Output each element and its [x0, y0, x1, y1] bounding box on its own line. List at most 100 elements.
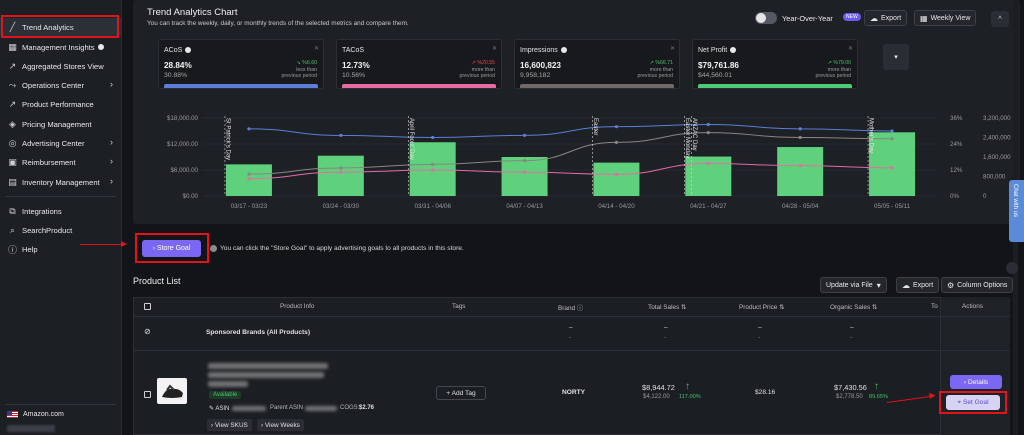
store-goal-button[interactable]: › Store Goal	[142, 240, 201, 257]
yoy-toggle[interactable]	[755, 12, 777, 24]
point-acos	[522, 133, 527, 137]
sidebar-item-aggregated-stores[interactable]: ↗ Aggregated Stores View	[0, 57, 122, 75]
sponsored-price-dash-sub: -	[758, 334, 761, 341]
metric-delta-value: ↘ %6.60	[296, 60, 318, 66]
col-product-price[interactable]: Product Price ⇅	[739, 303, 785, 311]
point-impressions	[890, 137, 894, 141]
stores-icon: ↗	[8, 60, 17, 71]
main-area: Trend Analytics Chart You can track the …	[122, 0, 1024, 435]
metric-delta-note: more than	[649, 66, 673, 73]
y-right-tick-label: 3,200,000	[983, 115, 1011, 122]
col-total-sales[interactable]: Total Sales ⇅	[648, 303, 686, 311]
sidebar-item-management-insights[interactable]: ▦ Management Insights	[0, 38, 122, 56]
eye-slash-icon[interactable]: ⊘	[144, 327, 151, 336]
store-selector[interactable]: Amazon.com	[7, 411, 64, 418]
col-organic-sales[interactable]: Organic Sales ⇅	[830, 303, 877, 311]
metric-previous: 9,958,182	[520, 72, 551, 79]
col-brand[interactable]: Brand ⓘ	[558, 303, 583, 312]
sponsored-organic-dash-sub: -	[850, 334, 853, 341]
sidebar-item-advertising-center[interactable]: ◎ Advertising Center ›	[0, 134, 122, 152]
sidebar-item-operations-center[interactable]: ⤳ Operations Center ›	[0, 76, 122, 94]
sidebar-item-help[interactable]: ⓘ Help	[0, 240, 122, 258]
metric-color-bar	[164, 84, 318, 88]
set-goal-button[interactable]: ⌖ Set Goal	[946, 395, 1000, 410]
close-icon[interactable]: ✕	[491, 46, 497, 52]
metric-color-bar	[698, 84, 852, 88]
sidebar-item-reimbursement[interactable]: ▣ Reimbursement ›	[0, 153, 122, 171]
metric-delta-value: ↗ %66.71	[649, 60, 673, 66]
view-weeks-button[interactable]: › View Weeks	[257, 419, 304, 431]
select-all-checkbox[interactable]	[144, 303, 151, 310]
annotation-arrow-store-goal	[80, 241, 127, 247]
column-options-button[interactable]: ⚙ Column Options	[941, 277, 1014, 293]
event-label: Easter Monday	[684, 118, 690, 158]
product-title-redacted[interactable]	[208, 363, 328, 369]
chat-tab[interactable]: Chat with us	[1009, 180, 1024, 242]
metric-delta-value: ↗ %79.00	[827, 60, 851, 66]
x-tick-label: 04/21 - 04/27	[690, 203, 727, 210]
info-icon	[730, 47, 737, 53]
weekly-view-button[interactable]: ▦ Weekly View	[914, 10, 977, 26]
metric-card-net-profit[interactable]: Net Profit ✕ $79,761.86 $44,560.01 ↗ %79…	[692, 39, 858, 89]
metric-name: ACoS	[164, 47, 192, 54]
chat-label: Chat with us	[1012, 184, 1018, 218]
product-thumbnail[interactable]	[157, 378, 187, 404]
sidebar-item-product-performance[interactable]: ↗ Product Performance	[0, 95, 122, 113]
metric-delta: ↘ %6.60 less than previous period	[282, 60, 317, 80]
metric-card-acos[interactable]: ACoS ✕ 28.84% 30.88% ↘ %6.60 less than pre…	[158, 39, 324, 89]
cloud-icon: ☁	[902, 280, 910, 290]
view-skus-button[interactable]: › View SKUS	[207, 419, 252, 431]
store-goal-help-text: You can click the "Store Goal" to apply …	[220, 245, 464, 252]
close-icon[interactable]: ✕	[669, 46, 675, 52]
update-via-file-button[interactable]: Update via File ▾	[820, 277, 887, 293]
point-acos	[798, 127, 802, 131]
sponsored-price-dash: –	[758, 324, 762, 331]
col-product-price-label: Product Price	[739, 304, 778, 311]
y-left-tick-label: $18,000.00	[167, 115, 199, 122]
metric-card-impressions[interactable]: Impressions ✕ 16,600,823 9,958,182 ↗ %66…	[514, 39, 680, 89]
x-tick-label: 05/05 - 05/11	[874, 203, 911, 210]
sidebar-item-search-product[interactable]: ⌕ SearchProduct	[0, 221, 122, 239]
sidebar-item-trend-analytics[interactable]: ╱ Trend Analytics	[0, 18, 122, 36]
sidebar-item-integrations[interactable]: ⧉ Integrations	[0, 202, 122, 220]
point-impressions	[522, 159, 527, 163]
col-tags[interactable]: Tags	[452, 303, 466, 310]
export-products-button[interactable]: ☁ Export	[896, 277, 940, 293]
yoy-label: Year-Over-Year	[782, 14, 833, 23]
chevron-right-icon: ›	[110, 176, 113, 186]
point-tacos	[706, 161, 710, 166]
chevron-icon: ›	[963, 378, 968, 386]
store-label: Amazon.com	[23, 411, 64, 418]
chart-subtitle: You can track the weekly, daily, or mont…	[147, 20, 409, 27]
collapse-button[interactable]: ^	[991, 11, 1009, 27]
metric-dropdown-button[interactable]: ▾	[883, 44, 909, 70]
export-chart-button[interactable]: ☁ Export	[864, 10, 908, 26]
asin-redacted	[232, 406, 266, 411]
row-checkbox[interactable]	[144, 391, 151, 398]
header-divider	[133, 316, 1010, 317]
close-icon[interactable]: ✕	[313, 46, 319, 52]
close-icon[interactable]: ✕	[847, 46, 853, 52]
metric-name: Net Profit	[698, 47, 737, 54]
details-label: Details	[967, 378, 989, 386]
col-truncated[interactable]: To	[931, 303, 938, 310]
sidebar-item-label: SearchProduct	[22, 225, 73, 235]
sidebar-item-inventory-management[interactable]: ▤ Inventory Management ›	[0, 173, 122, 191]
chat-bubble-icon[interactable]	[1006, 262, 1018, 274]
x-tick-label: 04/28 - 05/04	[782, 203, 819, 210]
details-button[interactable]: › Details	[950, 375, 1002, 389]
point-impressions	[247, 172, 251, 176]
edit-icon[interactable]: ✎	[209, 406, 215, 412]
add-tag-button[interactable]: + Add Tag	[436, 386, 486, 400]
line-tacos	[248, 162, 893, 180]
sidebar-item-pricing-management[interactable]: ◈ Pricing Management	[0, 115, 122, 133]
col-product-info[interactable]: Product Info	[280, 303, 315, 310]
col-organic-sales-label: Organic Sales	[830, 304, 871, 311]
metric-previous: 10.56%	[342, 72, 366, 79]
weekly-view-label: Weekly View	[930, 14, 971, 22]
store-goal-label: Store Goal	[156, 245, 191, 252]
y-mid-tick-label: 24%	[950, 141, 963, 148]
col-actions: Actions	[962, 303, 983, 310]
metric-card-tacos[interactable]: TACoS ✕ 12.73% 10.56% ↗ %20.55 more than p…	[336, 39, 502, 89]
sidebar: ╱ Trend Analytics ▦ Management Insights …	[0, 0, 122, 435]
